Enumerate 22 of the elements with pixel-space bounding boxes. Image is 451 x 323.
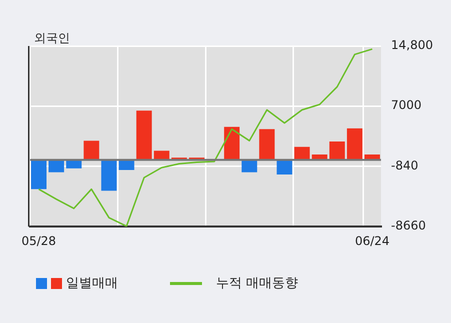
y-tick-label: -840 (391, 158, 418, 173)
x-tick-label: 06/24 (354, 234, 390, 248)
y-tick-label: 14,800 (391, 38, 434, 52)
bar (101, 160, 117, 191)
bar (259, 129, 275, 160)
bar (84, 140, 100, 160)
y-tick-label: -8660 (391, 218, 426, 233)
chart-title: 외국인 (34, 30, 70, 47)
bar (136, 110, 152, 160)
legend-label: 일별매매 (66, 275, 118, 292)
legend-label: 누적 매매동향 (216, 275, 298, 292)
bar (276, 160, 292, 175)
x-tick-label: 05/28 (21, 234, 56, 248)
bar (31, 160, 47, 190)
y-tick-label: 7000 (391, 98, 422, 112)
bar (118, 160, 134, 170)
bar (154, 150, 170, 160)
bar (329, 141, 345, 160)
bar (294, 146, 310, 160)
bar (48, 160, 64, 172)
bar (242, 160, 258, 172)
bar (346, 128, 362, 160)
